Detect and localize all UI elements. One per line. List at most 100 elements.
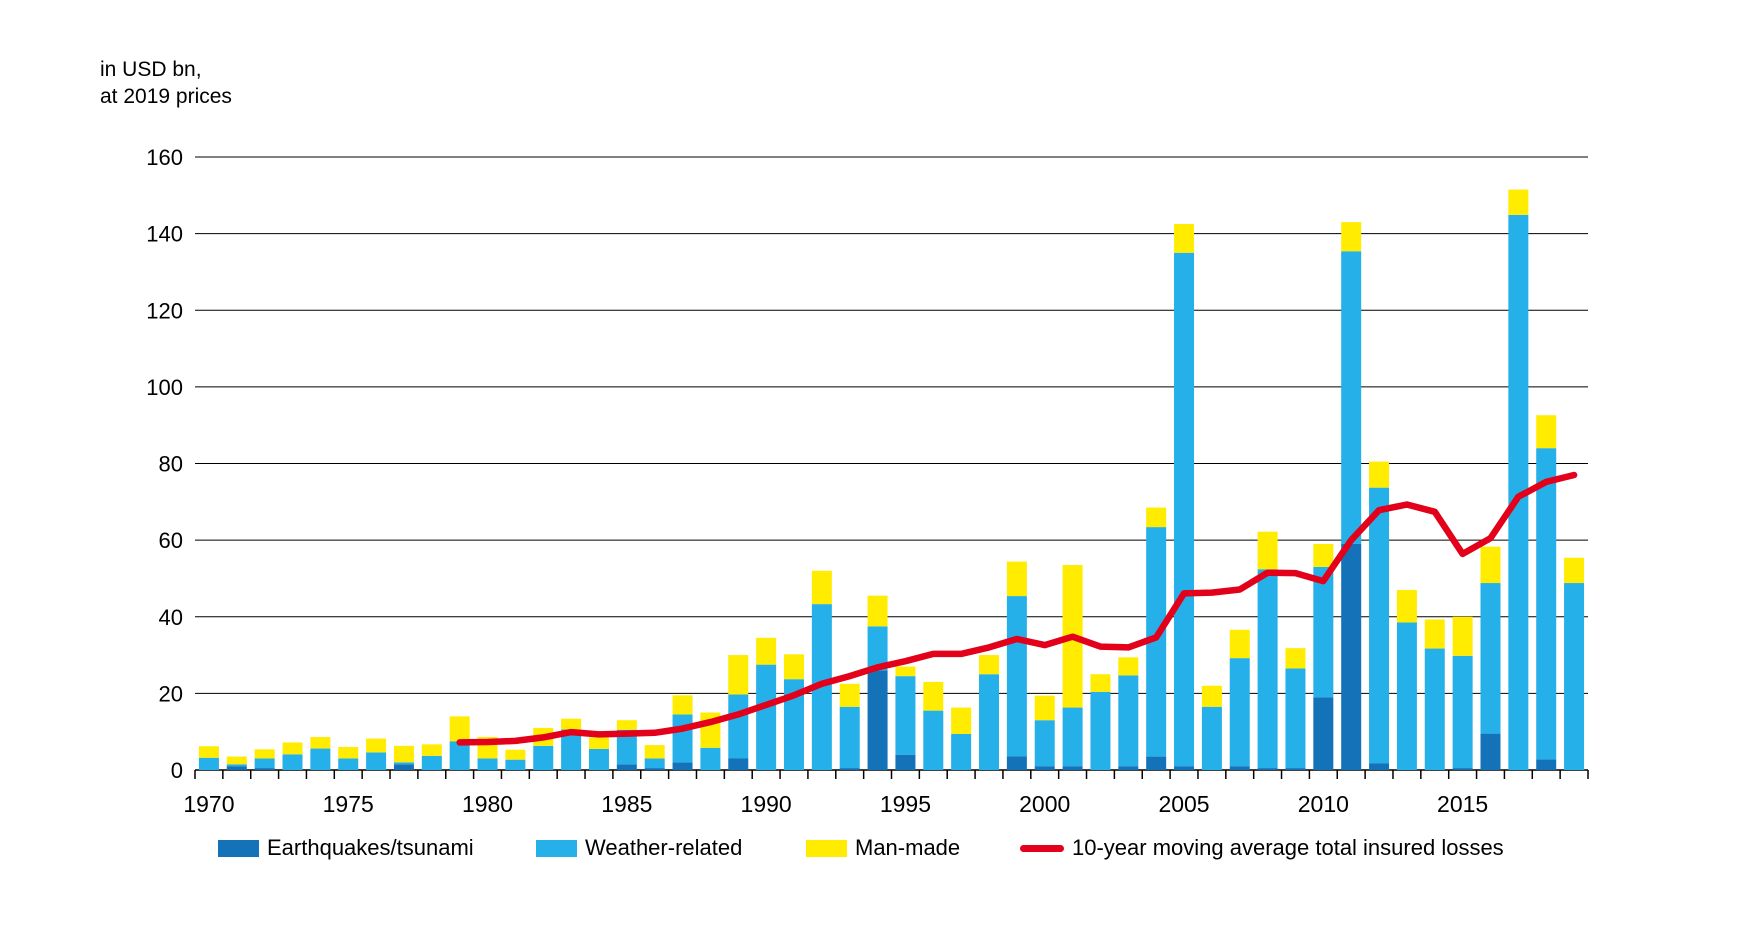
bar-2009-segment <box>1285 668 1306 769</box>
bar-2000-segment <box>1034 766 1055 770</box>
bar-2010 <box>1313 543 1334 770</box>
bar-2015-segment <box>1452 616 1473 656</box>
x-tick-label-1990: 1990 <box>741 791 792 817</box>
bar-1983-segment <box>561 729 582 770</box>
bar-2011-segment <box>1341 251 1362 544</box>
bar-1996-segment <box>923 710 944 770</box>
bar-1986 <box>644 745 665 770</box>
bar-2009-segment <box>1285 648 1306 669</box>
bar-1978 <box>421 744 442 770</box>
bar-2013-segment <box>1396 622 1417 770</box>
bar-1993-segment <box>839 706 860 769</box>
bar-2019 <box>1564 557 1585 770</box>
bar-1990-segment <box>756 637 777 665</box>
axis-unit-line2: at 2019 prices <box>100 85 232 108</box>
bar-2000-segment <box>1034 720 1055 767</box>
bar-1972-segment <box>254 758 275 769</box>
bar-1994-segment <box>867 595 888 627</box>
bar-2012 <box>1369 461 1390 770</box>
bar-1993-segment <box>839 683 860 707</box>
y-tick-label-120: 120 <box>146 298 183 323</box>
bar-1980-segment <box>477 758 498 770</box>
x-tick-label-1985: 1985 <box>601 791 652 817</box>
bar-2006-segment <box>1201 685 1222 707</box>
bar-1994-segment <box>867 670 888 770</box>
bar-1999-segment <box>1006 756 1027 770</box>
axis-unit-label: in USD bn, at 2019 prices <box>100 56 232 110</box>
bar-1981 <box>505 749 526 770</box>
bar-1992 <box>811 570 832 770</box>
bar-2016 <box>1480 546 1501 770</box>
bar-2005-segment <box>1174 224 1195 253</box>
bar-2016-segment <box>1480 733 1501 770</box>
legend-label: 10-year moving average total insured los… <box>1072 835 1504 860</box>
bar-1976-segment <box>366 738 387 753</box>
bar-1989-segment <box>728 655 749 695</box>
legend-item-4: 10-year moving average total insured los… <box>1020 835 1504 860</box>
bar-2008-segment <box>1257 569 1278 769</box>
y-tick-label-100: 100 <box>146 375 183 400</box>
bar-1979-segment <box>449 741 470 770</box>
y-axis-labels: 0 20 40 60 80 100 120 140 160 <box>146 145 183 783</box>
y-tick-label-40: 40 <box>159 605 183 630</box>
x-axis <box>194 770 1589 779</box>
bar-2002-segment <box>1090 674 1111 692</box>
bar-2004-segment <box>1146 507 1167 528</box>
bar-2010-segment <box>1313 697 1334 770</box>
bar-1987-segment <box>672 762 693 770</box>
bar-2003-segment <box>1118 766 1139 770</box>
bar-1992-segment <box>811 570 832 605</box>
bar-1994-segment <box>867 626 888 671</box>
bar-1974-segment <box>310 737 331 749</box>
bar-1985-segment <box>616 729 637 765</box>
x-tick-label-1975: 1975 <box>323 791 374 817</box>
bar-2003 <box>1118 657 1139 770</box>
bar-2011-segment <box>1341 543 1362 770</box>
x-tick-label-2005: 2005 <box>1158 791 1209 817</box>
bar-1993 <box>839 683 860 770</box>
bar-2018-segment <box>1536 448 1557 760</box>
bar-2005-segment <box>1174 766 1195 770</box>
bar-2008 <box>1257 531 1278 770</box>
bar-2009 <box>1285 648 1306 770</box>
bar-2018 <box>1536 415 1557 770</box>
bar-1986-segment <box>644 768 665 770</box>
bar-2002-segment <box>1090 691 1111 770</box>
bar-2002 <box>1090 674 1111 770</box>
bar-2018-segment <box>1536 415 1557 449</box>
bar-2004 <box>1146 507 1167 770</box>
bar-1995-segment <box>895 666 916 677</box>
bar-2005-segment <box>1174 252 1195 767</box>
bar-1997-segment <box>951 707 972 734</box>
bar-1973-segment <box>282 742 303 755</box>
bar-1971-segment <box>226 756 247 765</box>
bar-1975-segment <box>338 747 359 759</box>
bar-1970-segment <box>198 746 219 758</box>
bar-2009-segment <box>1285 768 1306 770</box>
legend-line-swatch-icon <box>1020 844 1064 852</box>
bar-1997-segment <box>951 733 972 770</box>
moving-average-line <box>456 471 1578 746</box>
bar-2004-segment <box>1146 756 1167 770</box>
bars <box>198 189 1585 770</box>
y-tick-label-20: 20 <box>159 681 183 706</box>
bar-2008-segment <box>1257 768 1278 770</box>
bar-1984-segment <box>588 737 609 749</box>
bar-1972-segment <box>254 749 275 759</box>
x-tick-label-2015: 2015 <box>1437 791 1488 817</box>
bar-1981-segment <box>505 749 526 760</box>
bar-1991-segment <box>783 654 804 680</box>
axis-unit-line1: in USD bn, <box>100 58 202 81</box>
bar-1975 <box>338 747 359 770</box>
bar-1999-segment <box>1006 561 1027 597</box>
bar-2007-segment <box>1229 766 1250 770</box>
bar-2013 <box>1396 589 1417 770</box>
bar-2017-segment <box>1508 189 1529 215</box>
bar-2001-segment <box>1062 707 1083 767</box>
bar-1995-segment <box>895 676 916 755</box>
bar-2016-segment <box>1480 546 1501 584</box>
bar-1996 <box>923 681 944 770</box>
bar-1979-segment <box>449 716 470 742</box>
bar-1994 <box>867 595 888 770</box>
bar-1973-segment <box>282 754 303 770</box>
